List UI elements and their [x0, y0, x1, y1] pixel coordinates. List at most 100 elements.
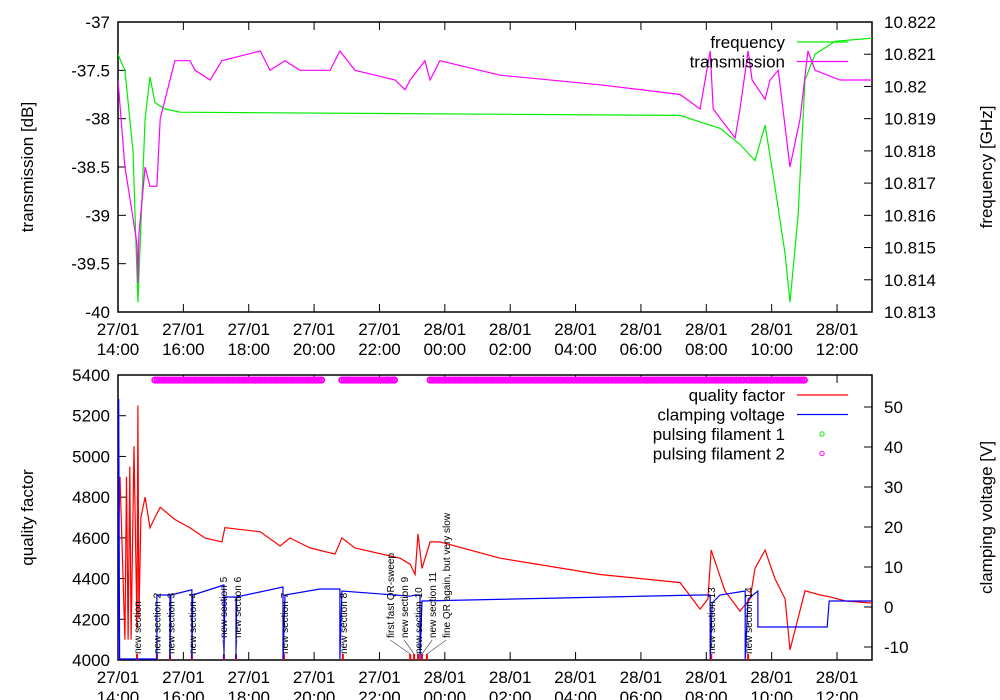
x-tick-date: 27/01 — [162, 320, 205, 339]
y2-axis-label: clamping voltage [V] — [977, 441, 996, 594]
x-tick-time: 10:00 — [750, 688, 793, 700]
section-annotation: new section 4 — [188, 592, 199, 654]
y2-tick-label: 30 — [884, 478, 903, 497]
y-tick-label: 4600 — [72, 529, 110, 548]
y-tick-label: -39.5 — [71, 255, 110, 274]
y-tick-label: 4200 — [72, 610, 110, 629]
x-tick-date: 27/01 — [358, 668, 401, 687]
annotation-leader — [403, 639, 415, 655]
x-tick-time: 04:00 — [554, 340, 597, 359]
y-axis-label: transmission [dB] — [18, 102, 37, 232]
x-tick-time: 00:00 — [424, 688, 467, 700]
y2-tick-label: 20 — [884, 518, 903, 537]
x-tick-date: 28/01 — [424, 668, 467, 687]
annotation-leader — [235, 639, 238, 655]
x-tick-time: 14:00 — [97, 340, 140, 359]
y-tick-label: 4400 — [72, 570, 110, 589]
section-annotation: new section 6 — [233, 576, 244, 638]
section-annotation: new section 14 — [744, 587, 755, 654]
y2-tick-label: 40 — [884, 438, 903, 457]
y-tick-label: 4800 — [72, 488, 110, 507]
y-tick-label: -37.5 — [71, 61, 110, 80]
y2-tick-label: 10.818 — [884, 142, 936, 161]
x-tick-time: 06:00 — [620, 688, 663, 700]
x-tick-time: 02:00 — [489, 688, 532, 700]
x-tick-time: 02:00 — [489, 340, 532, 359]
x-tick-date: 27/01 — [293, 668, 336, 687]
legend-label: frequency — [710, 33, 785, 52]
annotation-leader — [421, 639, 433, 655]
annotation-leader — [390, 639, 411, 655]
x-tick-time: 16:00 — [162, 340, 205, 359]
y-tick-label: -38.5 — [71, 158, 110, 177]
y2-tick-label: 10.82 — [884, 77, 927, 96]
legend-swatch — [819, 431, 825, 437]
x-tick-date: 28/01 — [554, 668, 597, 687]
data-layer — [118, 376, 872, 660]
y2-tick-label: 10.814 — [884, 271, 936, 290]
x-tick-date: 28/01 — [750, 668, 793, 687]
x-tick-time: 16:00 — [162, 688, 205, 700]
y2-tick-label: 10.816 — [884, 206, 936, 225]
x-tick-time: 08:00 — [685, 340, 728, 359]
x-tick-date: 28/01 — [554, 320, 597, 339]
x-tick-date: 28/01 — [685, 320, 728, 339]
section-annotation: new section 5 — [219, 576, 230, 638]
x-tick-date: 28/01 — [816, 320, 859, 339]
section-annotation: new section 3 — [166, 592, 177, 654]
y-tick-label: 5000 — [72, 447, 110, 466]
series-line-transmission — [118, 49, 872, 284]
series-line-frequency — [118, 37, 872, 303]
legend-label: pulsing filament 2 — [653, 445, 785, 464]
pulse-marker — [800, 376, 808, 384]
y-tick-label: 5200 — [72, 407, 110, 426]
x-tick-date: 27/01 — [293, 320, 336, 339]
section-annotation: fine QR again, but very slow — [442, 512, 453, 638]
series-line-quality-factor — [118, 405, 872, 650]
y2-tick-label: 10.819 — [884, 110, 936, 129]
x-tick-date: 28/01 — [489, 320, 532, 339]
x-tick-time: 20:00 — [293, 688, 336, 700]
x-tick-time: 18:00 — [227, 340, 270, 359]
y-axis-label: quality factor — [18, 469, 37, 566]
x-tick-time: 22:00 — [358, 688, 401, 700]
y2-tick-label: 50 — [884, 398, 903, 417]
y-tick-label: 5400 — [72, 366, 110, 385]
x-tick-time: 20:00 — [293, 340, 336, 359]
x-tick-time: 22:00 — [358, 340, 401, 359]
x-tick-date: 28/01 — [489, 668, 532, 687]
section-annotation: new section 13 — [707, 587, 718, 654]
x-tick-time: 04:00 — [554, 688, 597, 700]
y-tick-label: 4000 — [72, 651, 110, 670]
section-annotation: new section 9 — [400, 576, 411, 638]
x-tick-date: 28/01 — [620, 668, 663, 687]
x-tick-date: 27/01 — [97, 668, 140, 687]
annotation-leader — [222, 639, 225, 655]
y2-tick-label: -10 — [884, 638, 909, 657]
section-annotation: new section 10 — [414, 587, 425, 654]
x-tick-date: 28/01 — [424, 320, 467, 339]
x-tick-time: 12:00 — [816, 688, 859, 700]
legend-label: pulsing filament 1 — [653, 425, 785, 444]
x-tick-time: 12:00 — [816, 340, 859, 359]
legend-label: clamping voltage — [657, 406, 785, 425]
y2-tick-label: 10.813 — [884, 303, 936, 322]
x-tick-date: 28/01 — [750, 320, 793, 339]
x-tick-date: 28/01 — [620, 320, 663, 339]
section-annotation: new section 11 — [428, 572, 439, 638]
x-tick-time: 08:00 — [685, 688, 728, 700]
x-tick-time: 00:00 — [424, 340, 467, 359]
legend-label: transmission — [690, 53, 785, 72]
x-tick-date: 28/01 — [816, 668, 859, 687]
pulse-marker — [390, 376, 399, 384]
x-tick-date: 28/01 — [685, 668, 728, 687]
top-panel: -37 -37.5 -38 -38.5 -39 -39.5 -40 10.822 10.821 1… — [18, 13, 996, 359]
section-annotation: new section 8 — [339, 592, 350, 654]
y2-axis-label: frequency [GHz] — [977, 106, 996, 229]
y2-tick-label: 0 — [884, 598, 893, 617]
series-line-clamping-voltage — [118, 398, 872, 660]
x-tick-date: 27/01 — [227, 320, 270, 339]
y2-tick-label: 10.817 — [884, 174, 936, 193]
data-layer — [118, 37, 872, 303]
